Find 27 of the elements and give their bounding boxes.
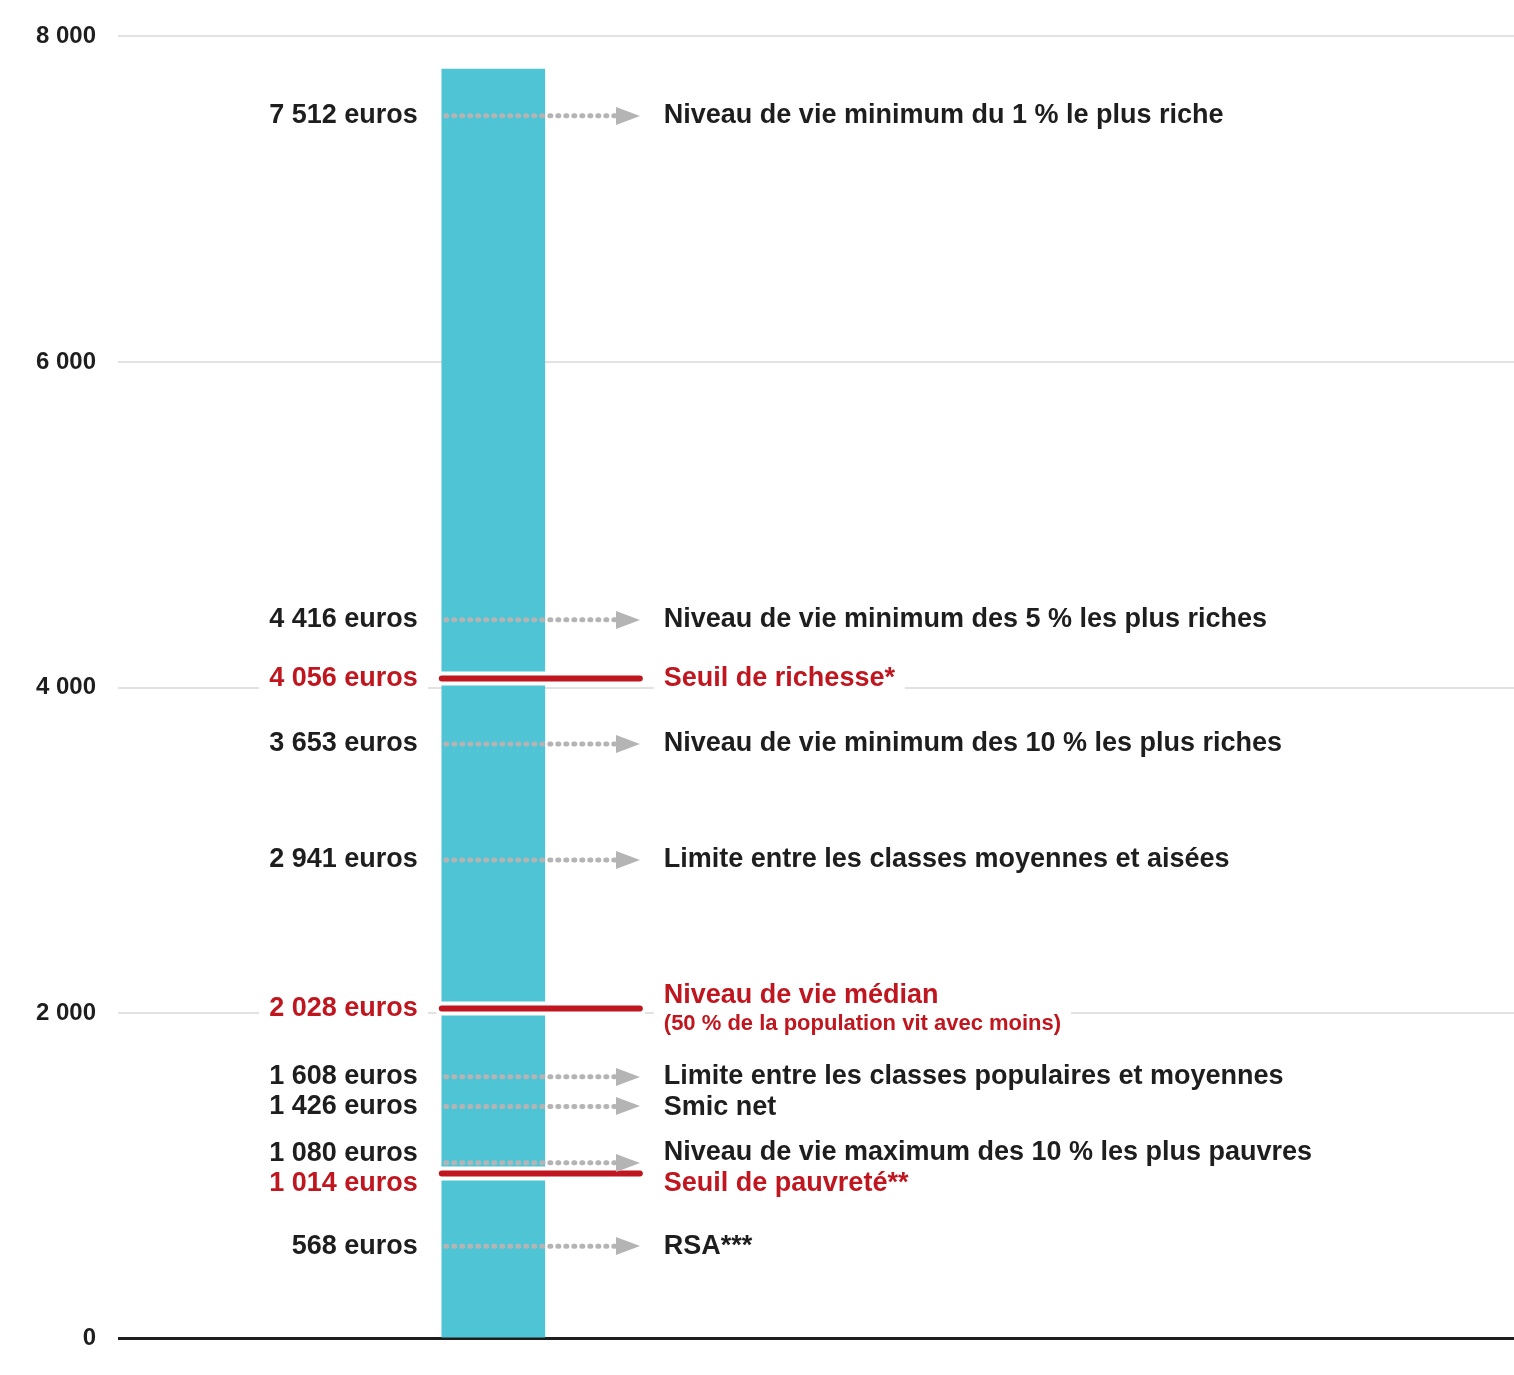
ref-line-label: Niveau de vie minimum des 10 % les plus riches — [663, 727, 1283, 758]
annotation: 7 512 euros — [269, 99, 418, 130]
annotation: 568 euros — [291, 1229, 418, 1260]
annotation: 1 608 euros — [269, 1060, 418, 1091]
annotation: 1 426 euros — [269, 1090, 418, 1121]
ref-line-label: Niveau de vie maximum des 10 % les plus pauvres — [663, 1136, 1313, 1167]
ref-line-label: Niveau de vie médian (50 % de la population vit avec moins) — [663, 978, 1062, 1035]
ref-line-label: RSA*** — [663, 1229, 753, 1260]
ref-line-label: Seuil de richesse* — [663, 661, 896, 692]
annotation: 1 014 euros — [269, 1166, 418, 1197]
annotation: 4 416 euros — [269, 603, 418, 634]
y-tick-label: 6 000 — [36, 346, 97, 374]
ref-line-label: Niveau de vie minimum du 1 % le plus riche — [663, 99, 1224, 130]
annotation: 4 056 euros — [269, 661, 418, 692]
y-tick-label: 8 000 — [36, 21, 97, 49]
annotation: 2 028 euros — [269, 991, 418, 1022]
ref-line-label: Limite entre les classes populaires et moyennes — [663, 1059, 1284, 1090]
annotation: 1 080 euros — [269, 1136, 418, 1167]
ref-line-label: Limite entre les classes moyennes et aisées — [663, 843, 1230, 874]
y-tick-label: 2 000 — [36, 997, 97, 1025]
annotation: 3 653 euros — [269, 727, 418, 758]
annotation: 2 941 euros — [269, 843, 418, 874]
y-tick-label: 0 — [82, 1323, 97, 1351]
ref-line-label: Seuil de pauvreté** — [663, 1167, 909, 1198]
y-tick-label: 4 000 — [36, 672, 97, 700]
ref-line-label: Smic net — [663, 1090, 777, 1121]
ref-line-label: Niveau de vie minimum des 5 % les plus riches — [663, 603, 1268, 634]
